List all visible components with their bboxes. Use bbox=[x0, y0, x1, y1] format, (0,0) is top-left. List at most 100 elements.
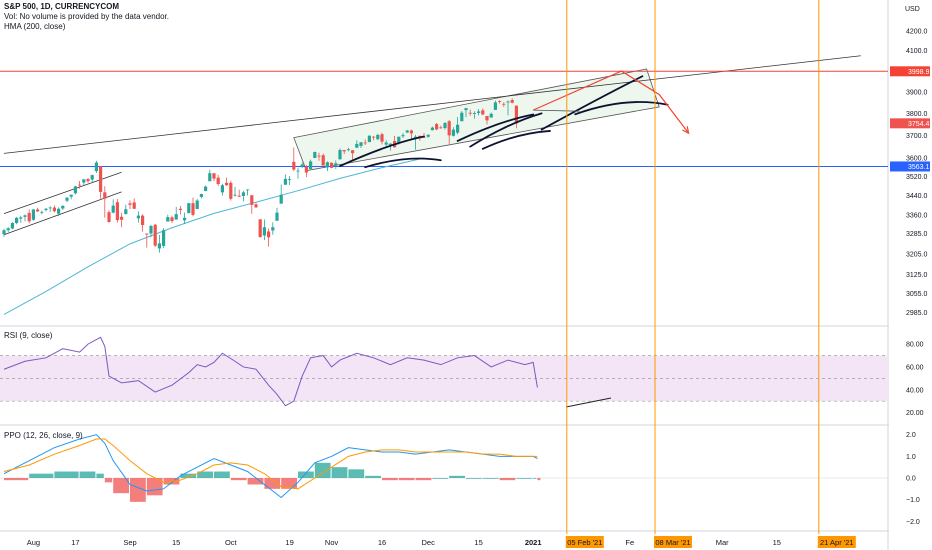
price-tick-label: 3520.0 bbox=[906, 174, 928, 181]
candle-body bbox=[225, 182, 229, 186]
candle-body bbox=[174, 214, 178, 220]
price-note-line bbox=[533, 109, 580, 112]
price-axis[interactable]: USD4200.04100.04000.03900.03800.03700.03… bbox=[889, 0, 932, 550]
drawn-arc bbox=[469, 112, 543, 148]
rsi-line bbox=[3, 336, 538, 407]
ppo-histogram-bar bbox=[348, 469, 365, 478]
candle-body bbox=[481, 110, 485, 115]
candle-body bbox=[141, 215, 145, 225]
candle-body bbox=[330, 162, 334, 168]
candle-body bbox=[405, 130, 409, 133]
candle-body bbox=[300, 164, 304, 167]
ppo-histogram-bar bbox=[29, 473, 54, 478]
time-label: Sep bbox=[123, 538, 136, 547]
symbol-title[interactable]: S&P 500, 1D, CURRENCYCOM bbox=[4, 2, 119, 11]
candle-body bbox=[48, 207, 52, 209]
ppo-histogram-bar bbox=[54, 471, 79, 478]
time-label: Fe bbox=[625, 538, 634, 547]
drawn-arc bbox=[574, 101, 669, 116]
candle-body bbox=[183, 217, 187, 221]
candle-body bbox=[73, 186, 77, 194]
candle-body bbox=[15, 217, 19, 224]
trendline bbox=[3, 55, 861, 154]
ppo-line bbox=[3, 434, 538, 499]
candle-body bbox=[120, 216, 124, 220]
candle-body bbox=[397, 136, 401, 143]
candle-body bbox=[321, 155, 325, 166]
volume-note: Vol: No volume is provided by the data v… bbox=[4, 12, 169, 21]
drawn-arc bbox=[339, 135, 425, 167]
candle-body bbox=[86, 179, 90, 182]
rsi-tick-label: 20.00 bbox=[906, 410, 924, 417]
candle-body bbox=[107, 212, 111, 223]
price-tick-label: 3360.0 bbox=[906, 212, 928, 219]
ppo-histogram-bar bbox=[146, 478, 163, 496]
candle-body bbox=[212, 173, 216, 179]
candle-body bbox=[2, 230, 6, 234]
candle-body bbox=[78, 184, 82, 186]
ppo-title[interactable]: PPO (12, 26, close, 9) bbox=[4, 431, 83, 440]
candle-body bbox=[514, 105, 518, 124]
ppo-histogram-bar bbox=[533, 478, 537, 479]
ppo-histogram-bar bbox=[230, 478, 247, 481]
time-label: 17 bbox=[71, 538, 79, 547]
ppo-histogram-bar bbox=[365, 475, 381, 478]
price-tick-label: 3440.0 bbox=[906, 193, 928, 200]
candle-body bbox=[145, 233, 149, 235]
candle-body bbox=[191, 203, 195, 215]
ppo-histogram-bar bbox=[214, 471, 230, 478]
time-label: 19 bbox=[285, 538, 293, 547]
candle-body bbox=[254, 204, 258, 208]
date-marker-tag bbox=[565, 536, 604, 548]
time-label: 15 bbox=[172, 538, 180, 547]
candle-body bbox=[94, 162, 98, 172]
price-tick-label: 3055.0 bbox=[906, 291, 928, 298]
candle-body bbox=[233, 194, 237, 196]
drawn-arc bbox=[456, 113, 535, 142]
annotation-layer-front bbox=[339, 70, 690, 408]
candle-body bbox=[334, 163, 338, 166]
candle-body bbox=[170, 217, 174, 222]
candle-body bbox=[304, 166, 308, 173]
ppo-histogram-bar bbox=[96, 473, 104, 478]
price-tick-label: 3900.0 bbox=[906, 89, 928, 96]
ppo-histogram-bar bbox=[281, 478, 297, 489]
candle-body bbox=[99, 166, 103, 192]
candle-body bbox=[178, 208, 182, 210]
current-price-tag-label: 3754.4 bbox=[908, 121, 930, 128]
date-marker-label: 05 Feb '21 bbox=[567, 538, 602, 547]
time-axis[interactable]: Aug17Sep15Oct19Nov16Dec15202118Fe15Mar15… bbox=[27, 536, 856, 548]
candle-body bbox=[388, 143, 392, 146]
candle-body bbox=[40, 211, 44, 213]
candle-body bbox=[195, 200, 199, 210]
candle-body bbox=[27, 212, 31, 222]
hma-label[interactable]: HMA (200, close) bbox=[4, 22, 66, 31]
candle-body bbox=[439, 127, 443, 129]
candle-body bbox=[451, 129, 455, 136]
rsi-title[interactable]: RSI (9, close) bbox=[4, 331, 53, 340]
candle-body bbox=[103, 192, 107, 199]
main-legend: S&P 500, 1D, CURRENCYCOM Vol: No volume … bbox=[4, 2, 169, 32]
rsi-layer bbox=[3, 336, 538, 407]
support-tag-label: 3563.1 bbox=[908, 164, 930, 171]
ppo-tick-label: −1.0 bbox=[906, 497, 920, 504]
candle-body bbox=[464, 108, 468, 111]
candle-body bbox=[489, 113, 493, 118]
candle-body bbox=[246, 189, 250, 191]
ppo-layer bbox=[3, 434, 541, 502]
ppo-histogram-bar bbox=[264, 478, 281, 489]
price-tick-label: 3800.0 bbox=[906, 111, 928, 118]
price-tick-label: 3205.0 bbox=[906, 251, 928, 258]
candle-body bbox=[31, 209, 35, 220]
candle-body bbox=[359, 142, 363, 146]
candle-body bbox=[372, 136, 376, 138]
drawn-arc bbox=[364, 157, 442, 169]
drawn-arc bbox=[540, 75, 644, 131]
candle-body bbox=[258, 219, 262, 238]
drawn-arc bbox=[481, 130, 551, 150]
candle-body bbox=[283, 178, 287, 185]
rsi-legend: RSI (9, close) bbox=[4, 331, 52, 341]
candle-body bbox=[409, 130, 413, 134]
candle-body bbox=[456, 124, 460, 133]
